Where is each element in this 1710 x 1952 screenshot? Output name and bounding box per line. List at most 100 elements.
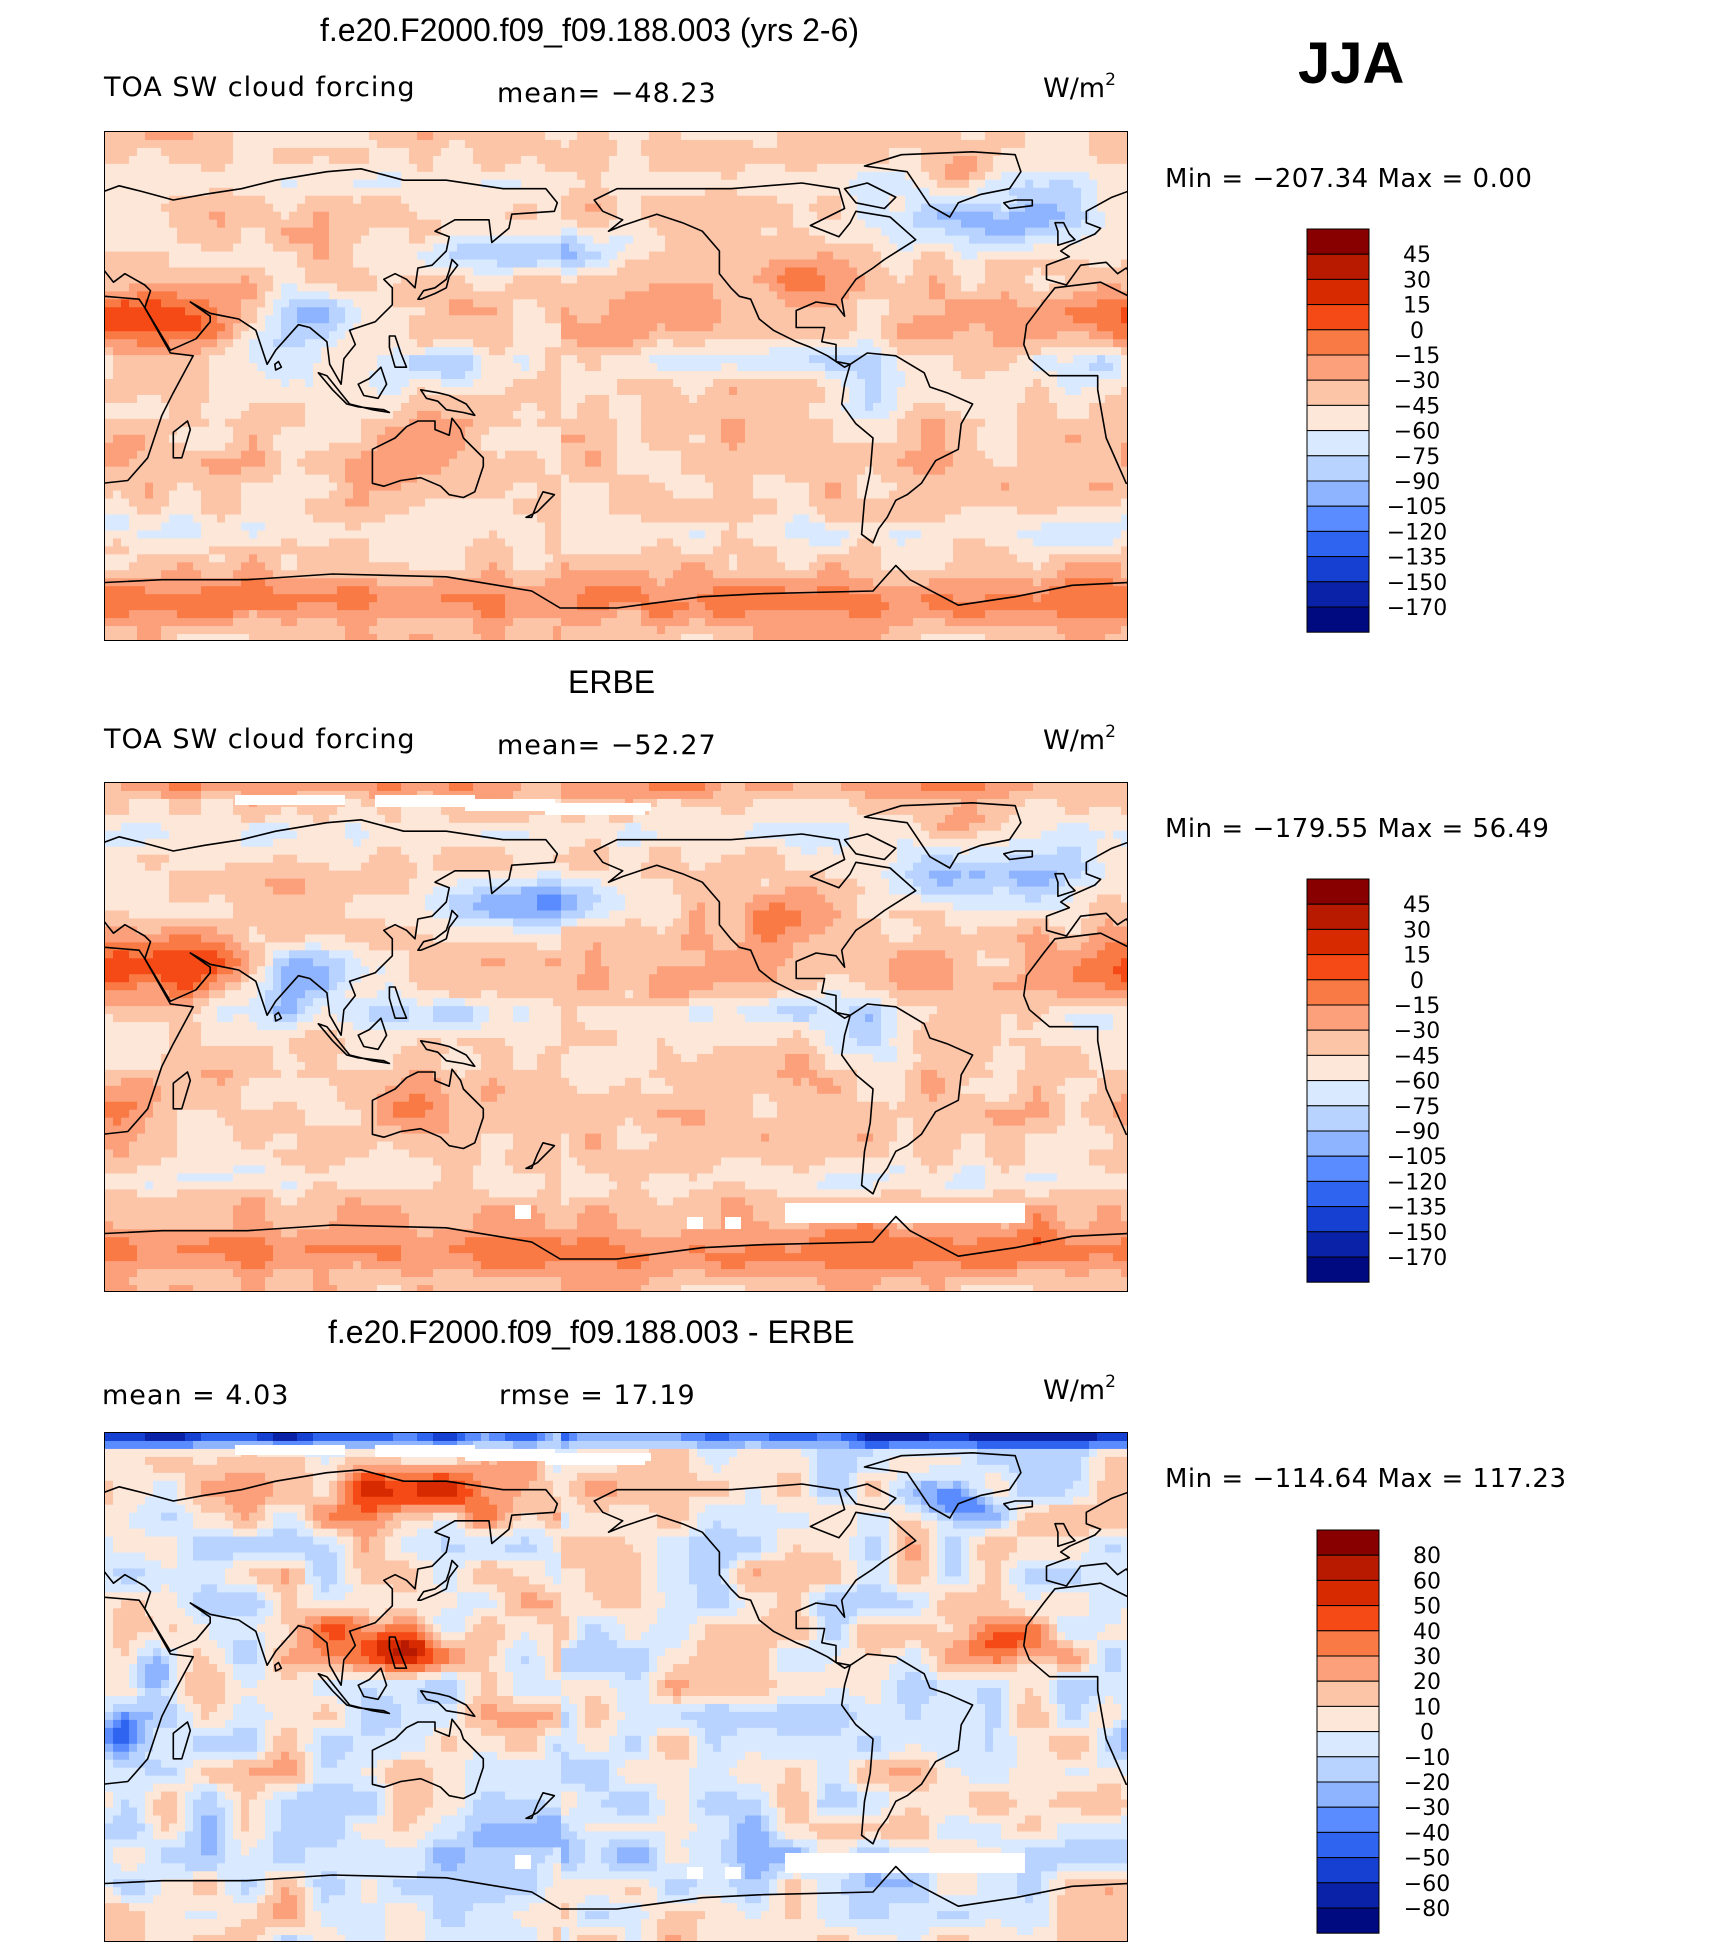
colorbar-1-box-2: [1306, 278, 1370, 306]
panel2-minmax: Min = −179.55 Max = 56.49: [1165, 814, 1549, 844]
coastlines-panel-1: [105, 150, 1127, 609]
colorbar-2-box-8: [1306, 1080, 1370, 1107]
colorbar-3-box-10: [1316, 1781, 1380, 1808]
colorbar-3-label-13: −60: [1404, 1872, 1450, 1897]
colorbar-2-box-3: [1306, 954, 1370, 981]
colorbar-3-box-14: [1316, 1882, 1380, 1909]
colorbar-2-box-11: [1306, 1155, 1370, 1182]
panel1-units: W/m2: [1043, 70, 1116, 104]
panel3-title: f.e20.F2000.f09_f09.188.003 - ERBE: [328, 1314, 855, 1351]
colorbar-3-label-12: −50: [1404, 1847, 1450, 1872]
colorbar-2-box-10: [1306, 1130, 1370, 1157]
colorbar-2-label-12: −135: [1387, 1196, 1447, 1221]
colorbar-3-box-1: [1316, 1554, 1380, 1581]
colorbar-3-label-2: 50: [1413, 1595, 1441, 1620]
colorbar-1-box-8: [1306, 430, 1370, 457]
panel3-colorbar: 80 60 50 40 30 20 10 0 −10 −20 −30 −40 −50 −60 −80: [1316, 1529, 1517, 1941]
missing-data-panel-3: [235, 1445, 1025, 1879]
panel1-variable: TOA SW cloud forcing: [104, 72, 416, 103]
panel1-colorbar: 45 30 15 0 −15 −30 −45 −60 −75 −90 −105 −120 −135 −15…: [1306, 228, 1507, 640]
colorbar-1-box-15: [1306, 606, 1370, 633]
panel2-units: W/m2: [1043, 722, 1116, 756]
colorbar-2-box-15: [1306, 1256, 1370, 1283]
colorbar-1-box-4: [1306, 329, 1370, 356]
colorbar-1-label-4: −15: [1394, 344, 1440, 369]
colorbar-1-label-8: −75: [1394, 445, 1440, 470]
colorbar-2-label-8: −75: [1394, 1095, 1440, 1120]
colorbar-1-box-3: [1306, 304, 1370, 331]
field-panel-2: [105, 783, 1127, 1291]
colorbar-3-label-7: 0: [1420, 1721, 1434, 1746]
panel1-mean: mean= −48.23: [497, 78, 717, 109]
colorbar-1-box-11: [1306, 505, 1370, 532]
colorbar-2-label-0: 45: [1403, 893, 1431, 918]
coastlines-panel-3: [105, 1451, 1127, 1910]
colorbar-1-label-13: −150: [1387, 571, 1447, 596]
panel1-minmax: Min = −207.34 Max = 0.00: [1165, 164, 1532, 194]
panel3-map-svg: [105, 1433, 1127, 1941]
colorbar-2-box-2: [1306, 928, 1370, 956]
colorbar-3-label-3: 40: [1413, 1620, 1441, 1645]
colorbar-2-box-12: [1306, 1180, 1370, 1208]
colorbar-3-label-9: −20: [1404, 1771, 1450, 1796]
colorbar-1-label-1: 30: [1403, 268, 1431, 293]
colorbar-2-box-7: [1306, 1054, 1370, 1082]
panel1-map: [104, 131, 1128, 641]
colorbar-1-box-6: [1306, 379, 1370, 406]
colorbar-3-box-8: [1316, 1731, 1380, 1758]
colorbar-3-box-5: [1316, 1655, 1380, 1682]
colorbar-2-label-14: −170: [1387, 1246, 1447, 1271]
colorbar-1-label-7: −60: [1394, 420, 1440, 445]
colorbar-3-box-11: [1316, 1806, 1380, 1833]
colorbar-1-box-13: [1306, 556, 1370, 583]
colorbar-2-label-13: −150: [1387, 1221, 1447, 1246]
colorbar-1-box-1: [1306, 253, 1370, 280]
season-label: JJA: [1298, 30, 1404, 97]
colorbar-2-label-4: −15: [1394, 994, 1440, 1019]
colorbar-1-label-6: −45: [1394, 394, 1440, 419]
panel2-variable: TOA SW cloud forcing: [104, 724, 416, 755]
colorbar-2-label-11: −120: [1387, 1170, 1447, 1195]
colorbar-1-label-2: 15: [1403, 294, 1431, 319]
colorbar-2-box-0: [1306, 878, 1370, 905]
panel3-rmse: rmse = 17.19: [499, 1380, 696, 1411]
colorbar-2-label-6: −45: [1394, 1044, 1440, 1069]
colorbar-2-label-7: −60: [1394, 1070, 1440, 1095]
colorbar-3-label-1: 60: [1413, 1569, 1441, 1594]
panel2-title: ERBE: [568, 664, 655, 701]
colorbar-2-label-9: −90: [1394, 1120, 1440, 1145]
colorbar-3-box-2: [1316, 1579, 1380, 1607]
colorbar-3-box-15: [1316, 1907, 1380, 1934]
colorbar-2-box-9: [1306, 1105, 1370, 1132]
colorbar-1-box-5: [1306, 354, 1370, 381]
missing-data-panel-2: [235, 795, 1025, 1229]
field-panel-3: [105, 1433, 1127, 1941]
colorbar-1-box-9: [1306, 455, 1370, 482]
colorbar-1-box-10: [1306, 480, 1370, 507]
colorbar-2-label-5: −30: [1394, 1019, 1440, 1044]
panel3-mean: mean = 4.03: [102, 1380, 289, 1411]
colorbar-3-label-0: 80: [1413, 1544, 1441, 1569]
colorbar-3-box-12: [1316, 1831, 1380, 1859]
colorbar-3-box-13: [1316, 1857, 1380, 1884]
panel2-map-svg: [105, 783, 1127, 1291]
panel2-colorbar: 45 30 15 0 −15 −30 −45 −60 −75 −90 −105 −120 −135 −15…: [1306, 878, 1507, 1290]
colorbar-3-label-11: −40: [1404, 1821, 1450, 1846]
colorbar-1-box-7: [1306, 404, 1370, 432]
colorbar-3-label-8: −10: [1404, 1746, 1450, 1771]
panel2-map: [104, 782, 1128, 1292]
colorbar-3-box-4: [1316, 1630, 1380, 1657]
colorbar-3-label-6: 10: [1413, 1695, 1441, 1720]
colorbar-2-box-5: [1306, 1004, 1370, 1031]
colorbar-1-label-10: −105: [1387, 495, 1447, 520]
colorbar-3-box-0: [1316, 1529, 1380, 1556]
colorbar-1-box-12: [1306, 530, 1370, 558]
coastlines-panel-2: [105, 801, 1127, 1260]
colorbar-1-label-0: 45: [1403, 243, 1431, 268]
colorbar-3-label-5: 20: [1413, 1670, 1441, 1695]
colorbar-3-box-3: [1316, 1605, 1380, 1632]
colorbar-2-box-1: [1306, 903, 1370, 930]
colorbar-3-box-6: [1316, 1680, 1380, 1707]
field-panel-1: [105, 132, 1127, 640]
